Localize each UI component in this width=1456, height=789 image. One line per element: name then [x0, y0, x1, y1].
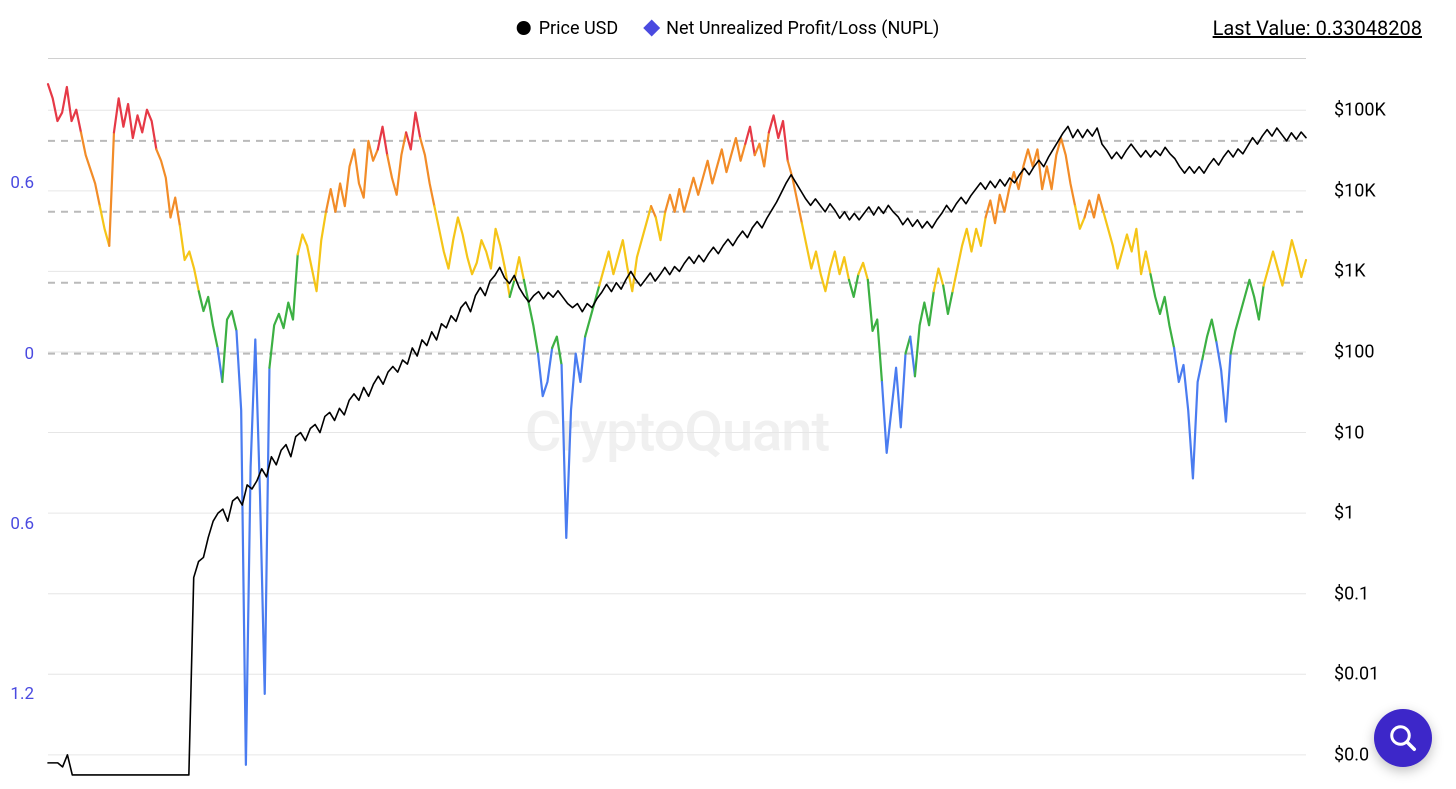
last-value-readout[interactable]: Last Value: 0.33048208	[1213, 16, 1422, 40]
y-right-tick-label: $1	[1334, 503, 1354, 524]
legend-item-nupl[interactable]: Net Unrealized Profit/Loss (NUPL)	[646, 18, 939, 39]
y-left-tick-label: 0.6	[10, 173, 34, 193]
legend-label: Net Unrealized Profit/Loss (NUPL)	[666, 18, 939, 39]
legend-item-price[interactable]: Price USD	[517, 18, 618, 39]
y-right-tick-label: $10K	[1334, 180, 1376, 201]
y-right-tick-label: $1K	[1334, 261, 1366, 282]
y-right-tick-label: $10	[1334, 422, 1364, 443]
chart-legend: Price USD Net Unrealized Profit/Loss (NU…	[517, 18, 940, 39]
y-axis-right: $100K $10K $1K $100 $10 $1 $0.1 $0.01 $0.0	[1316, 70, 1456, 779]
y-right-tick-label: $0.0	[1334, 744, 1369, 765]
legend-label: Price USD	[539, 18, 618, 39]
header-divider	[48, 58, 1306, 59]
legend-diamond-icon	[644, 20, 661, 37]
chart-plot-area[interactable]: CryptoQuant	[48, 70, 1306, 779]
zoom-search-button[interactable]	[1374, 709, 1432, 767]
search-icon	[1388, 723, 1418, 753]
y-right-tick-label: $0.1	[1334, 583, 1369, 604]
price-series	[48, 70, 1306, 779]
y-right-tick-label: $100K	[1334, 100, 1386, 121]
legend-circle-icon	[517, 21, 531, 35]
y-axis-left: 0.6 0 0.6 1.2	[0, 70, 42, 779]
y-right-tick-label: $0.01	[1334, 664, 1379, 685]
y-left-tick-label: 0	[24, 344, 34, 364]
y-left-tick-label: 0.6	[10, 514, 34, 534]
y-left-tick-label: 1.2	[10, 684, 34, 704]
y-right-tick-label: $100	[1334, 341, 1374, 362]
